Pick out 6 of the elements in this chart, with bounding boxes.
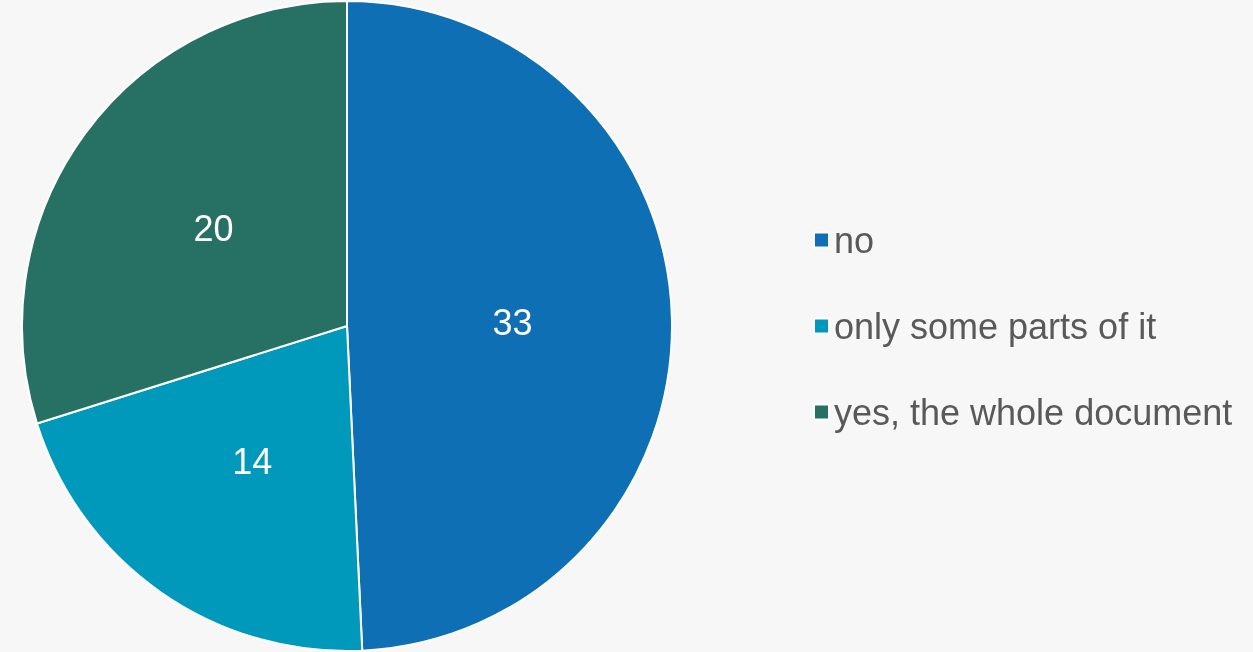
legend-label: yes, the whole document [834,391,1233,433]
data-label: 33 [492,301,533,343]
data-label: 14 [232,441,273,483]
legend-label: only some parts of it [834,305,1157,347]
data-label: 20 [193,207,234,249]
legend-label: no [834,219,875,261]
